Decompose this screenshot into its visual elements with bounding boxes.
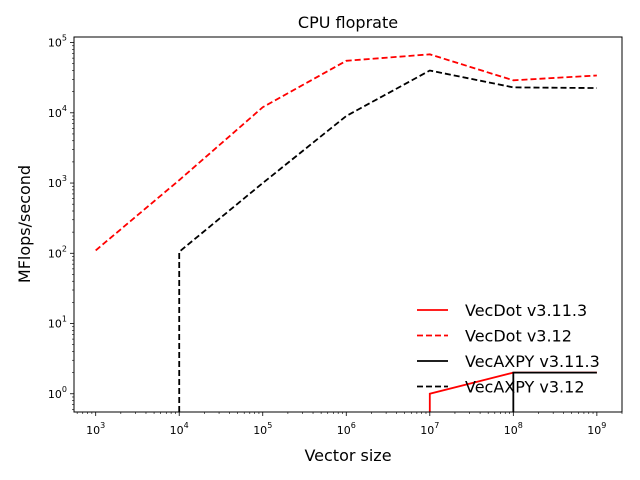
chart-title: CPU floprate: [298, 13, 398, 32]
legend: VecDot v3.11.3 VecDot v3.12 VecAXPY v3.11.…: [417, 301, 600, 397]
x-tick-label: 108: [504, 421, 523, 437]
legend-label: VecAXPY v3.11.3: [465, 352, 600, 371]
y-tick-label: 102: [48, 244, 67, 260]
x-tick-label: 104: [170, 421, 189, 437]
x-tick-label: 106: [337, 421, 356, 437]
x-tick-label: 105: [253, 421, 272, 437]
x-axis: 103 104 105 106 107 108 109: [76, 412, 623, 437]
x-axis-label: Vector size: [304, 446, 391, 465]
y-tick-label: 103: [48, 174, 67, 190]
legend-label: VecDot v3.12: [465, 327, 572, 346]
x-tick-label: 107: [420, 421, 439, 437]
y-tick-label: 101: [48, 315, 67, 331]
y-axis-label: MFlops/second: [15, 165, 34, 283]
x-tick-label: 103: [86, 421, 105, 437]
series-line: [512, 371, 597, 412]
x-tick-label: 109: [587, 421, 606, 437]
series-line: [95, 53, 597, 252]
y-tick-label: 104: [48, 104, 67, 120]
plot-frame: [73, 36, 623, 413]
y-axis: 100 101 102 103 104 105: [48, 34, 74, 410]
legend-label: VecAXPY v3.12: [465, 378, 585, 397]
plot-area: [95, 53, 597, 412]
y-tick-label: 100: [48, 385, 67, 401]
legend-label: VecDot v3.11.3: [465, 301, 587, 320]
y-tick-label: 105: [48, 34, 67, 50]
